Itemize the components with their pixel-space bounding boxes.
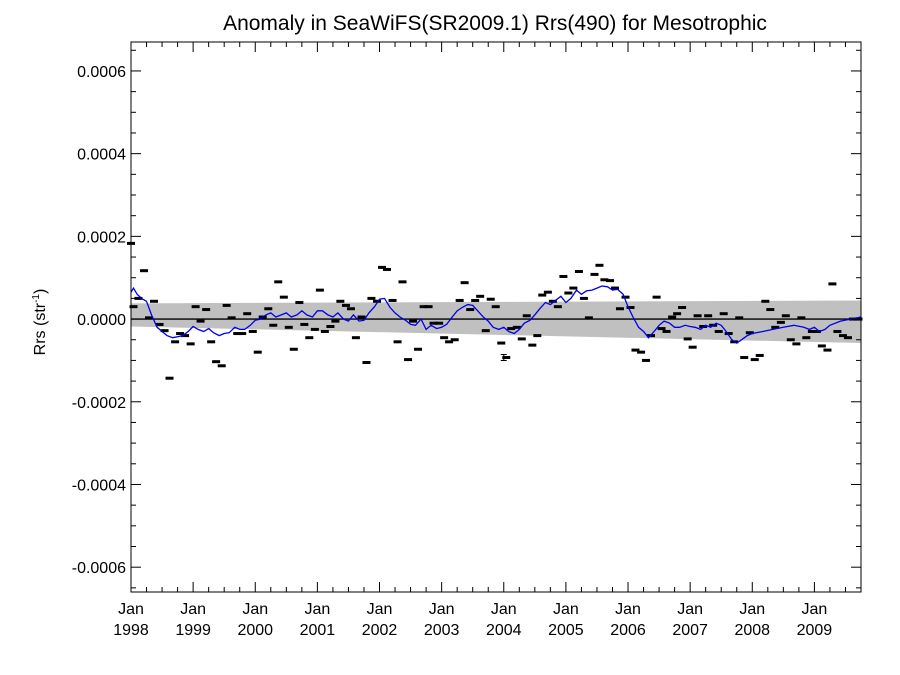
x-tick-year: 2008 — [734, 622, 770, 639]
x-tick-year: 2001 — [300, 622, 336, 639]
x-tick-year: 1999 — [175, 622, 211, 639]
plot-frame — [130, 41, 862, 593]
x-tick-year: 2002 — [362, 622, 398, 639]
running-mean-line — [130, 285, 862, 344]
y-tick-label: -0.0002 — [72, 395, 126, 412]
x-tick-month: Jan — [180, 601, 206, 618]
y-tick-label: 0.0004 — [77, 147, 126, 164]
plot-area: -0.0006 -0.0004 -0.0002 0.0000 0.0002 0.0004 0… — [72, 41, 863, 639]
y-axis-label-close: ) — [32, 289, 49, 294]
x-tick-year: 1998 — [113, 622, 149, 639]
x-tick-month: Jan — [615, 601, 641, 618]
x-tick-month: Jan — [802, 601, 828, 618]
y-tick-label: -0.0004 — [72, 477, 126, 494]
x-tick-year: 2009 — [797, 622, 833, 639]
x-tick-year: 2005 — [548, 622, 584, 639]
x-tick-month: Jan — [242, 601, 268, 618]
y-tick-label: 0.0000 — [77, 312, 126, 329]
y-axis-label-text: Rrs (str-1) — [31, 289, 49, 356]
x-tick-year: 2007 — [672, 622, 708, 639]
y-axis-label-superscript: -1 — [31, 294, 42, 303]
y-tick-label: 0.0002 — [77, 229, 126, 246]
x-tick-month: Jan — [429, 601, 455, 618]
y-axis-label-main: Rrs (str — [32, 302, 49, 355]
x-tick-month: Jan — [491, 601, 517, 618]
x-tick-year: 2004 — [486, 622, 522, 639]
x-tick-month: Jan — [367, 601, 393, 618]
y-axis-label: Rrs (str-1) — [31, 289, 49, 356]
x-tick-year: 2006 — [610, 622, 646, 639]
x-tick-month: Jan — [553, 601, 579, 618]
x-tick-month: Jan — [304, 601, 330, 618]
y-tick-label: -0.0006 — [72, 560, 126, 577]
x-tick-month: Jan — [739, 601, 765, 618]
x-tick-month: Jan — [677, 601, 703, 618]
confidence-band — [131, 300, 861, 344]
x-tick-year: 2000 — [237, 622, 273, 639]
x-tick-month: Jan — [118, 601, 144, 618]
chart-title: Anomaly in SeaWiFS(SR2009.1) Rrs(490) fo… — [223, 12, 767, 35]
x-tick-year: 2003 — [424, 622, 460, 639]
y-tick-label: 0.0006 — [77, 64, 126, 81]
